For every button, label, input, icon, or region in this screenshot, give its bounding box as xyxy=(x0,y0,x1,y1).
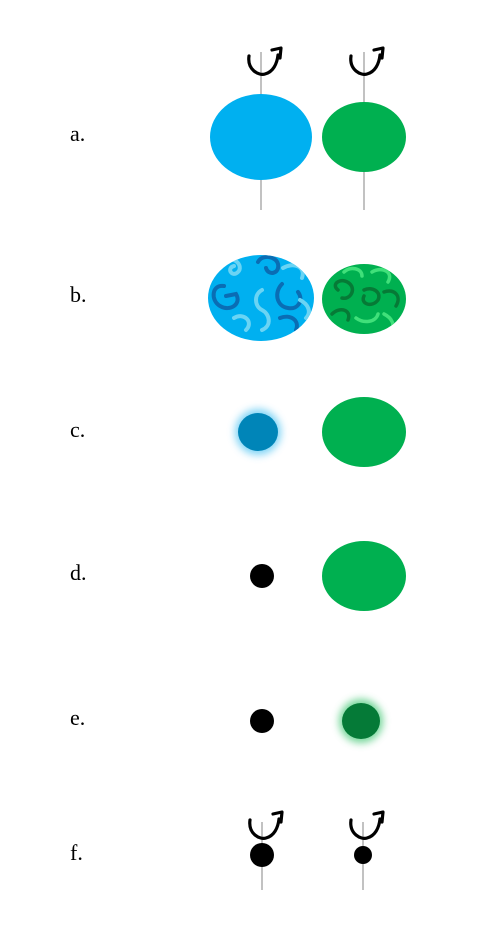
black-dot xyxy=(354,846,372,864)
rotation-arrow-icon xyxy=(351,812,383,838)
row-a-left-spinning-blue-sphere xyxy=(210,48,312,210)
row-a-right-spinning-green-sphere xyxy=(322,48,406,210)
green-sphere xyxy=(342,703,380,739)
row-c-left-glowing-blue-sphere xyxy=(235,409,281,455)
row-e-right-glowing-green-sphere xyxy=(339,699,383,743)
row-e-left-black-dot xyxy=(250,709,274,733)
row-d-left-black-dot xyxy=(250,564,274,588)
row-f-left-spinning-dot xyxy=(250,812,282,890)
blue-sphere xyxy=(238,413,278,451)
row-label-a: a. xyxy=(70,121,85,146)
blue-sphere xyxy=(210,94,312,180)
row-label-c: c. xyxy=(70,417,85,442)
row-label-d: d. xyxy=(70,560,87,585)
row-label-e: e. xyxy=(70,705,85,730)
row-d-right-green-sphere xyxy=(322,541,406,611)
rotation-arrow-icon xyxy=(351,48,383,74)
green-sphere xyxy=(322,102,406,172)
row-b-right-swirling-green-sphere xyxy=(322,264,406,334)
black-dot xyxy=(250,843,274,867)
row-label-f: f. xyxy=(70,840,83,865)
row-b-left-swirling-blue-sphere xyxy=(208,255,314,341)
row-f-right-spinning-dot xyxy=(351,812,383,890)
rotation-arrow-icon xyxy=(249,48,281,74)
rotation-arrow-icon xyxy=(250,812,282,838)
row-label-b: b. xyxy=(70,282,87,307)
row-c-right-green-sphere xyxy=(322,397,406,467)
